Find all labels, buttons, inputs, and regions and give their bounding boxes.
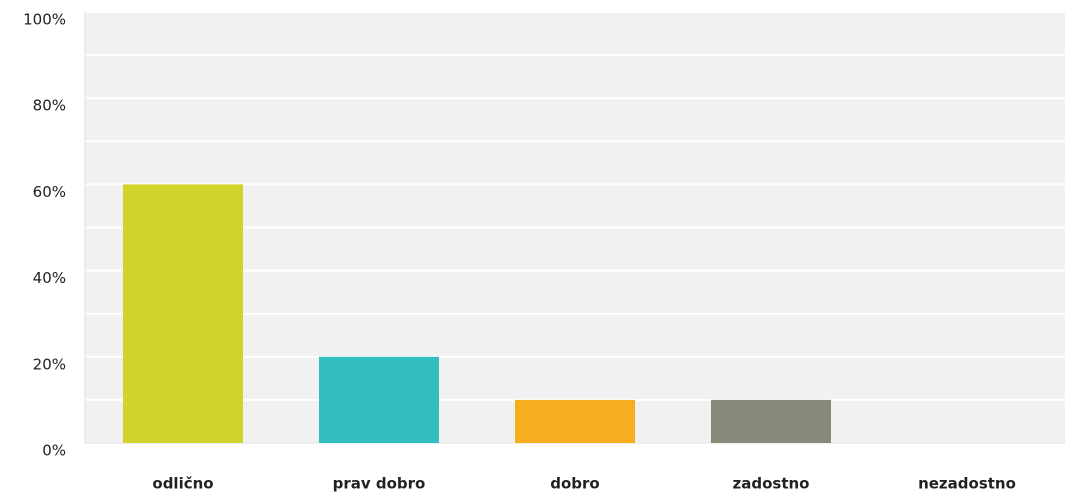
y-tick-label: 40%	[33, 269, 66, 287]
y-tick-label: 0%	[42, 442, 66, 460]
bar	[711, 399, 831, 443]
bar	[123, 184, 243, 443]
bar	[515, 399, 635, 443]
y-tick-label: 100%	[23, 11, 66, 29]
y-tick-label: 80%	[33, 97, 66, 115]
bar	[319, 356, 439, 443]
x-tick-label: odlično	[152, 475, 213, 493]
y-tick-label: 20%	[33, 355, 66, 373]
y-tick-label: 60%	[33, 183, 66, 201]
x-tick-label: nezadostno	[918, 475, 1016, 493]
x-tick-label: zadostno	[733, 475, 810, 493]
x-tick-label: dobro	[550, 475, 599, 493]
x-tick-label: prav dobro	[333, 475, 426, 493]
